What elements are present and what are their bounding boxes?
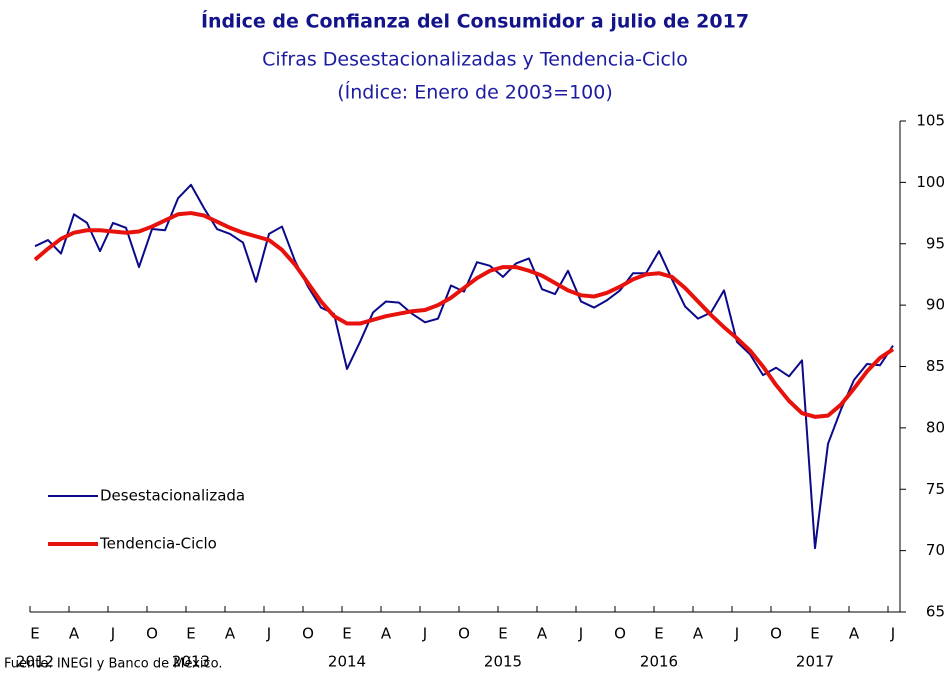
y-tick-label: 70 — [926, 541, 945, 559]
source-note: Fuente: INEGI y Banco de México. — [4, 657, 223, 672]
x-tick-label: A — [381, 625, 392, 643]
x-tick-label: O — [458, 625, 470, 643]
legend-label: Tendencia-Ciclo — [99, 535, 217, 553]
y-tick-label: 65 — [926, 603, 945, 621]
y-tick-label: 85 — [926, 357, 945, 375]
x-tick-label: E — [654, 625, 663, 643]
x-tick-label: E — [498, 625, 507, 643]
x-tick-label: J — [578, 625, 583, 643]
x-tick-label: O — [146, 625, 158, 643]
x-tick-label: J — [734, 625, 739, 643]
x-tick-label: E — [186, 625, 195, 643]
x-tick-label: J — [422, 625, 427, 643]
y-tick-label: 95 — [926, 234, 945, 252]
y-tick-label: 100 — [916, 173, 945, 191]
x-tick-label: A — [69, 625, 80, 643]
chart-title: Índice de Confianza del Consumidor a jul… — [201, 10, 749, 33]
y-tick-label: 80 — [926, 418, 945, 436]
chart-subtitle: (Índice: Enero de 2003=100) — [337, 81, 613, 104]
x-tick-label: A — [693, 625, 704, 643]
x-tick-label: A — [225, 625, 236, 643]
legend-label: Desestacionalizada — [100, 487, 245, 505]
y-tick-label: 105 — [916, 112, 945, 130]
year-label: 2012 — [16, 653, 54, 671]
x-tick-label: A — [537, 625, 548, 643]
x-tick-label: E — [342, 625, 351, 643]
x-tick-label: O — [770, 625, 782, 643]
y-tick-label: 75 — [926, 480, 945, 498]
year-label: 2016 — [640, 653, 678, 671]
x-tick-label: E — [810, 625, 819, 643]
y-tick-label: 90 — [926, 296, 945, 314]
data-line — [33, 211, 895, 419]
chart-subtitle: Cifras Desestacionalizadas y Tendencia-C… — [262, 49, 688, 71]
x-tick-label: E — [30, 625, 39, 643]
x-tick-label: J — [110, 625, 115, 643]
data-line — [34, 183, 894, 550]
x-tick-label: A — [849, 625, 860, 643]
x-tick-label: O — [614, 625, 626, 643]
x-tick-label: O — [302, 625, 314, 643]
x-tick-label: J — [266, 625, 271, 643]
year-label: 2013 — [172, 653, 210, 671]
x-tick-label: J — [890, 625, 895, 643]
year-label: 2014 — [328, 653, 366, 671]
year-label: 2017 — [796, 653, 834, 671]
year-label: 2015 — [484, 653, 522, 671]
